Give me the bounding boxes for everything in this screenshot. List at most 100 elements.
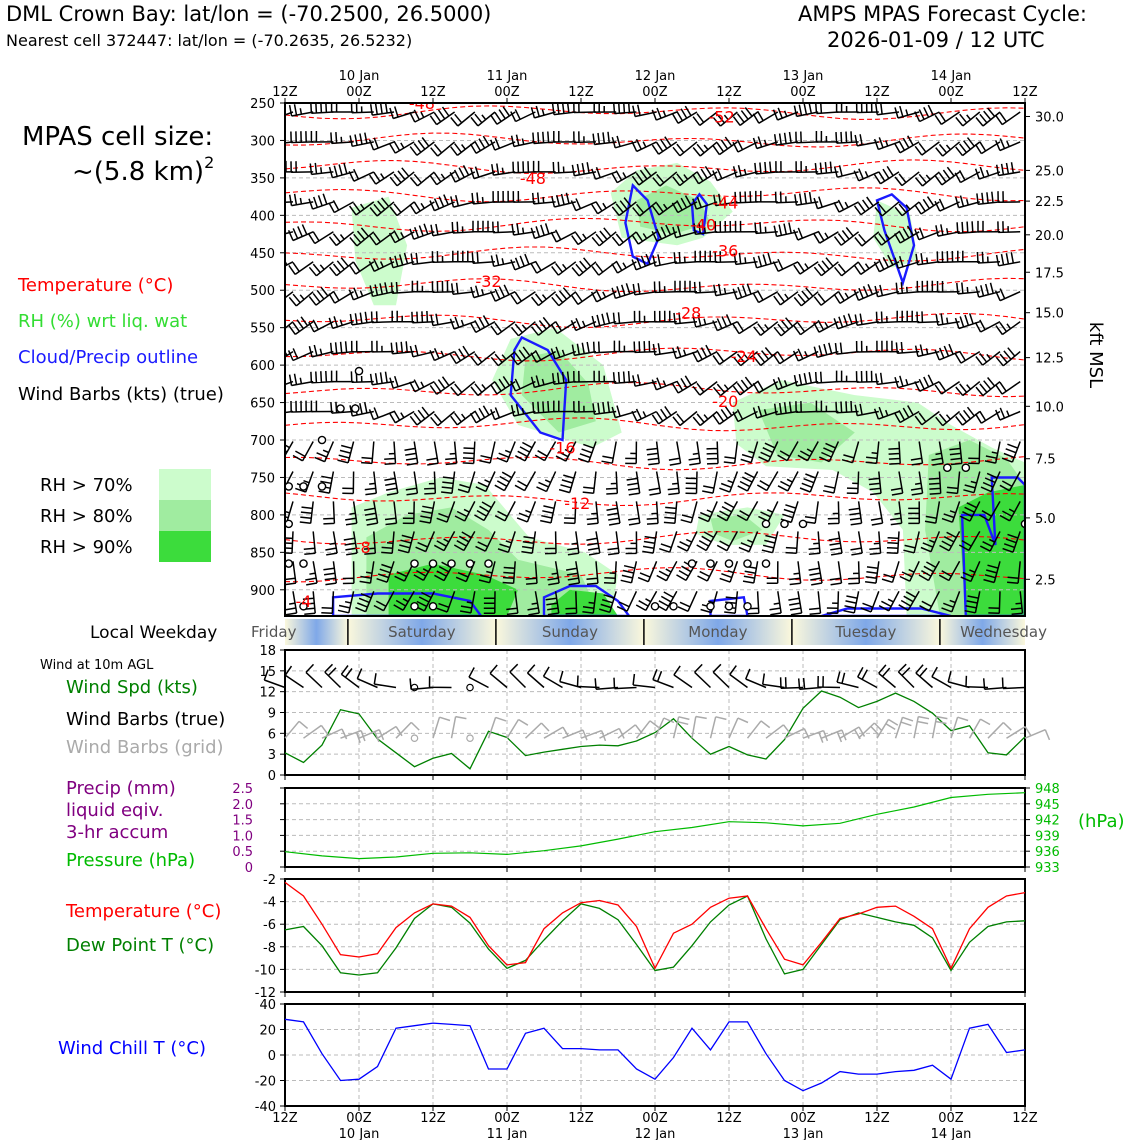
temperature-contour-label: -40 bbox=[690, 215, 716, 234]
wind-barb bbox=[370, 311, 395, 324]
wind-barb bbox=[793, 372, 819, 387]
wind-barb bbox=[700, 591, 718, 614]
wind-barb bbox=[552, 161, 576, 174]
wind-barb bbox=[994, 288, 1021, 302]
wind-barb bbox=[773, 131, 799, 146]
wind-barb bbox=[1010, 591, 1024, 616]
wind-barb bbox=[475, 471, 496, 493]
wind-barb bbox=[632, 283, 657, 296]
wind-barb bbox=[530, 316, 557, 336]
wind-barb bbox=[693, 281, 718, 294]
surface-wind-barb bbox=[673, 665, 693, 689]
grid-wind-barb bbox=[765, 724, 791, 739]
wind-barb bbox=[478, 561, 496, 584]
wind-barb bbox=[692, 381, 718, 396]
wind-barb bbox=[436, 591, 456, 613]
surface-wind-barb bbox=[284, 665, 304, 689]
precip-tick-label: 0.5 bbox=[232, 845, 253, 860]
cloud-outline bbox=[542, 584, 631, 616]
wind-barb bbox=[886, 531, 900, 555]
wind-barb bbox=[874, 284, 900, 298]
calm-wind-marker bbox=[724, 601, 734, 611]
wind-barb bbox=[502, 561, 516, 585]
wind-barb bbox=[899, 560, 920, 582]
temperature-contour-label: -20 bbox=[712, 392, 738, 411]
wind-barb bbox=[490, 375, 516, 395]
wind-barb bbox=[898, 590, 920, 611]
profile-right-tick-label: 10.0 bbox=[1035, 400, 1064, 415]
wind-barb bbox=[983, 561, 1001, 584]
top-time-tick-label: 12Z bbox=[420, 85, 446, 100]
grid-wind-barb bbox=[395, 721, 420, 739]
wind-barb bbox=[915, 253, 940, 266]
surface-wind-barb bbox=[409, 678, 434, 691]
surface-wind-barb bbox=[729, 665, 748, 689]
panel-ytick-label: -6 bbox=[263, 918, 276, 933]
wind-barb bbox=[631, 253, 657, 271]
grid-wind-barb bbox=[709, 716, 727, 739]
wind-barb bbox=[920, 531, 941, 553]
wind-barb bbox=[753, 321, 779, 336]
grid-wind-barb bbox=[321, 728, 348, 740]
wind-barb bbox=[593, 370, 617, 383]
wind-barb bbox=[935, 141, 961, 157]
calm-wind-marker bbox=[743, 559, 752, 568]
profile-right-tick-label: 7.5 bbox=[1035, 453, 1056, 468]
wind-barb bbox=[814, 371, 839, 384]
wind-barb bbox=[429, 171, 456, 186]
wind-barb bbox=[974, 319, 1001, 333]
wind-barb bbox=[957, 250, 980, 263]
wind-barb bbox=[766, 561, 779, 585]
wind-barb bbox=[653, 310, 677, 323]
wind-barb bbox=[285, 441, 294, 458]
panel-ytick-label: 0 bbox=[268, 769, 276, 784]
wind-barb bbox=[547, 561, 560, 586]
wind-barb bbox=[656, 590, 678, 612]
wind-barb bbox=[452, 250, 475, 263]
wind-barb bbox=[936, 250, 960, 264]
pressure-line bbox=[284, 792, 1026, 860]
wind-barb bbox=[551, 192, 576, 208]
wind-barb bbox=[409, 109, 435, 123]
wind-barb bbox=[676, 560, 698, 582]
calm-wind-marker bbox=[410, 601, 419, 611]
bottom-time-tick-label: 12Z bbox=[420, 1111, 446, 1126]
wind-barb bbox=[314, 441, 335, 463]
top-day-label: 14 Jan bbox=[931, 69, 972, 84]
wind-barb bbox=[310, 400, 334, 413]
wind-barb bbox=[653, 281, 677, 294]
wind-barb bbox=[752, 290, 779, 304]
wind-barb bbox=[348, 168, 375, 182]
pressure-tick-label: 942 bbox=[1035, 814, 1060, 829]
wind-barb bbox=[348, 201, 375, 216]
wind-chill-line bbox=[284, 1018, 1026, 1092]
wind-barb bbox=[607, 531, 620, 556]
wind-barb bbox=[894, 201, 920, 217]
wind-barb bbox=[651, 224, 678, 242]
surface-wind-barb bbox=[745, 668, 767, 689]
grid-wind-barb bbox=[487, 716, 507, 739]
wind-barb bbox=[963, 471, 981, 494]
wind-barb bbox=[694, 250, 718, 263]
wind-barb bbox=[931, 441, 944, 466]
profile-left-tick-label: 900 bbox=[250, 584, 275, 599]
wind-barb bbox=[853, 284, 880, 301]
temperature-contour bbox=[285, 417, 1025, 432]
wind-barb bbox=[651, 107, 678, 121]
wind-barb bbox=[714, 220, 738, 233]
wind-barb bbox=[532, 160, 556, 173]
wind-barb bbox=[674, 280, 697, 293]
wind-barb bbox=[309, 162, 334, 176]
calm-wind-marker bbox=[317, 482, 327, 491]
wind-barb bbox=[626, 471, 641, 496]
wind-barb bbox=[651, 405, 678, 425]
profile-right-tick-label: 20.0 bbox=[1035, 229, 1064, 244]
wind-barb bbox=[870, 501, 884, 526]
panel-ytick-label: 0 bbox=[268, 1049, 276, 1064]
legend-precip: Precip (mm) bbox=[66, 778, 176, 799]
wind-barb bbox=[402, 501, 415, 525]
wind-barb bbox=[603, 561, 617, 585]
grid-wind-barb bbox=[358, 729, 385, 743]
top-day-label: 11 Jan bbox=[487, 69, 528, 84]
